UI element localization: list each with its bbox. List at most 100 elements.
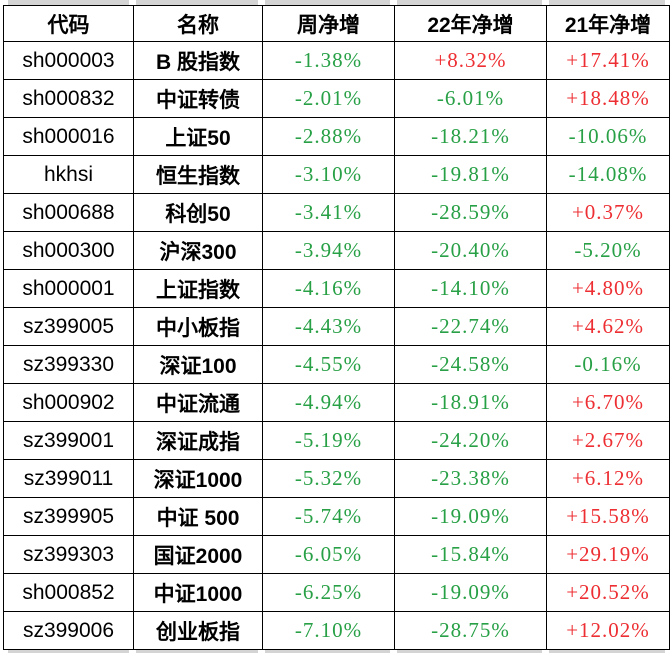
cropped-row-above (0, 0, 672, 5)
table-row: sz399330 深证100 -4.55% -24.58% -0.16% (3, 345, 670, 384)
cell-2022-change: -28.75% (394, 611, 547, 650)
cell-name: 创业板指 (133, 611, 263, 650)
cropped-cell (397, 650, 542, 653)
cell-code: sh000003 (3, 41, 134, 80)
cropped-cell (397, 0, 542, 5)
column-header-week-change: 周净增 (262, 5, 395, 42)
cell-week-change: -4.43% (262, 307, 395, 346)
cropped-cell (136, 0, 258, 5)
table-row: sz399303 国证2000 -6.05% -15.84% +29.19% (3, 535, 670, 574)
table-row: sh000852 中证1000 -6.25% -19.09% +20.52% (3, 573, 670, 612)
cell-name: 中小板指 (133, 307, 263, 346)
column-header-name: 名称 (133, 5, 263, 42)
cell-name: 恒生指数 (133, 155, 263, 194)
cell-2022-change: -15.84% (394, 535, 547, 574)
cell-name: B 股指数 (133, 41, 263, 80)
cell-name: 深证100 (133, 345, 263, 384)
cell-week-change: -5.74% (262, 497, 395, 536)
cell-2022-change: -18.91% (394, 383, 547, 422)
cell-week-change: -4.94% (262, 383, 395, 422)
table-row: sh000832 中证转债 -2.01% -6.01% +18.48% (3, 79, 670, 118)
cell-code: sz399330 (3, 345, 134, 384)
cell-code: sh000852 (3, 573, 134, 612)
cell-2021-change: -14.08% (546, 155, 670, 194)
cell-2021-change: +2.67% (546, 421, 670, 460)
cell-name: 上证指数 (133, 269, 263, 308)
cell-2021-change: +20.52% (546, 573, 670, 612)
cell-2021-change: +29.19% (546, 535, 670, 574)
cell-2021-change: +6.12% (546, 459, 670, 498)
cell-2022-change: -28.59% (394, 193, 547, 232)
cell-2021-change: +12.02% (546, 611, 670, 650)
cell-2021-change: -5.20% (546, 231, 670, 270)
cell-2021-change: -0.16% (546, 345, 670, 384)
cell-2022-change: -24.20% (394, 421, 547, 460)
cell-week-change: -6.05% (262, 535, 395, 574)
cell-2021-change: +15.58% (546, 497, 670, 536)
cell-code: sz399011 (3, 459, 134, 498)
cell-week-change: -7.10% (262, 611, 395, 650)
cell-name: 深证1000 (133, 459, 263, 498)
cell-2022-change: -19.09% (394, 573, 547, 612)
table-row: sz399005 中小板指 -4.43% -22.74% +4.62% (3, 307, 670, 346)
table-row: sh000016 上证50 -2.88% -18.21% -10.06% (3, 117, 670, 156)
cell-week-change: -2.01% (262, 79, 395, 118)
cell-name: 深证成指 (133, 421, 263, 460)
cell-2021-change: +4.80% (546, 269, 670, 308)
cell-name: 国证2000 (133, 535, 263, 574)
column-header-2022-change: 22年净增 (394, 5, 547, 42)
cell-2021-change: +0.37% (546, 193, 670, 232)
cropped-cell (549, 0, 665, 5)
cell-week-change: -4.55% (262, 345, 395, 384)
table-row: sh000902 中证流通 -4.94% -18.91% +6.70% (3, 383, 670, 422)
cell-2021-change: +17.41% (546, 41, 670, 80)
table-row: sz399006 创业板指 -7.10% -28.75% +12.02% (3, 611, 670, 650)
cell-week-change: -4.16% (262, 269, 395, 308)
cell-2021-change: -10.06% (546, 117, 670, 156)
cell-name: 中证转债 (133, 79, 263, 118)
cell-2022-change: +8.32% (394, 41, 547, 80)
cropped-cell (265, 0, 390, 5)
cell-name: 沪深300 (133, 231, 263, 270)
table-row: hkhsi 恒生指数 -3.10% -19.81% -14.08% (3, 155, 670, 194)
cell-code: sh000300 (3, 231, 134, 270)
table-row: sz399011 深证1000 -5.32% -23.38% +6.12% (3, 459, 670, 498)
cell-code: sz399006 (3, 611, 134, 650)
table-row: sh000001 上证指数 -4.16% -14.10% +4.80% (3, 269, 670, 308)
cell-2022-change: -19.81% (394, 155, 547, 194)
cell-name: 科创50 (133, 193, 263, 232)
cell-name: 上证50 (133, 117, 263, 156)
cell-2022-change: -24.58% (394, 345, 547, 384)
cell-code: sh000688 (3, 193, 134, 232)
cell-week-change: -5.19% (262, 421, 395, 460)
cell-code: sz399001 (3, 421, 134, 460)
cell-code: sh000001 (3, 269, 134, 308)
cell-code: sh000902 (3, 383, 134, 422)
cell-2021-change: +18.48% (546, 79, 670, 118)
cell-2022-change: -18.21% (394, 117, 547, 156)
header-row: 代码 名称 周净增 22年净增 21年净增 (3, 5, 670, 42)
table-row: sz399001 深证成指 -5.19% -24.20% +2.67% (3, 421, 670, 460)
cell-week-change: -5.32% (262, 459, 395, 498)
column-header-code: 代码 (3, 5, 134, 42)
cropped-cell (549, 650, 665, 653)
cell-week-change: -3.10% (262, 155, 395, 194)
cell-week-change: -2.88% (262, 117, 395, 156)
cell-2022-change: -20.40% (394, 231, 547, 270)
cell-2022-change: -19.09% (394, 497, 547, 536)
cropped-cell (265, 650, 390, 653)
cell-code: sz399303 (3, 535, 134, 574)
index-performance-table: 代码 名称 周净增 22年净增 21年净增 sh000003 B 股指数 -1.38… (3, 5, 670, 650)
column-header-2021-change: 21年净增 (546, 5, 670, 42)
cropped-cell (8, 0, 129, 5)
cropped-cell (8, 650, 129, 653)
cell-code: sz399905 (3, 497, 134, 536)
cell-name: 中证 500 (133, 497, 263, 536)
cell-2022-change: -22.74% (394, 307, 547, 346)
cropped-cell (136, 650, 258, 653)
cell-2022-change: -6.01% (394, 79, 547, 118)
cropped-row-below (0, 650, 672, 653)
cell-code: hkhsi (3, 155, 134, 194)
table-row: sz399905 中证 500 -5.74% -19.09% +15.58% (3, 497, 670, 536)
